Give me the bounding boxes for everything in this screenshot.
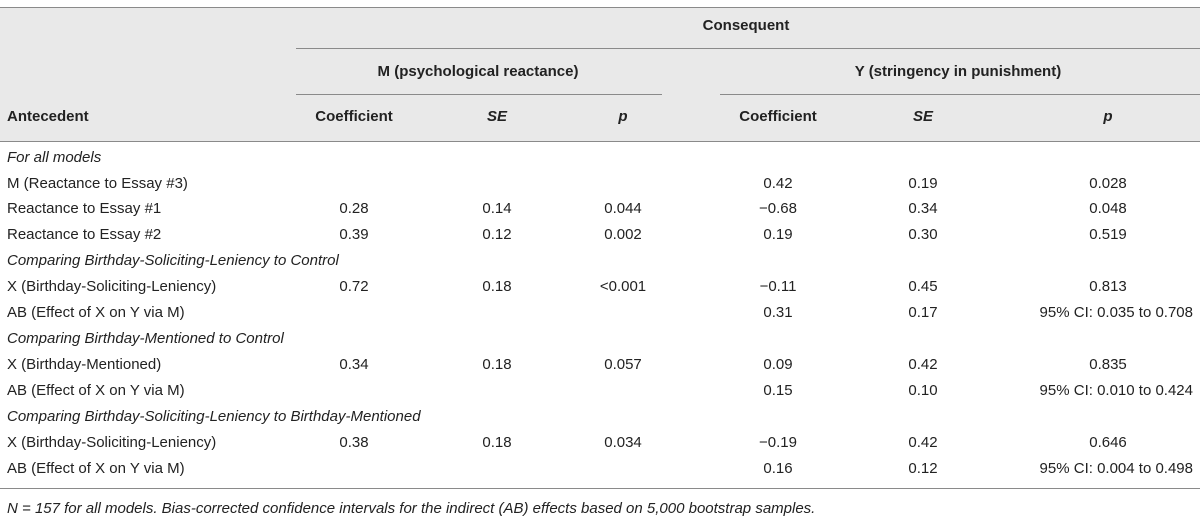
cell-y-coef: 0.09: [763, 356, 793, 373]
section-title: For all models: [7, 149, 102, 166]
row-antecedent: M (Reactance to Essay #3): [7, 175, 188, 192]
cell-m-p: 0.044: [604, 200, 642, 217]
cell-y-se: 0.19: [908, 175, 938, 192]
cell-m-coef: 0.38: [339, 434, 369, 451]
header-y-p: p: [1103, 108, 1113, 125]
header-y-se: SE: [912, 108, 934, 125]
cell-m-se: 0.18: [482, 356, 512, 373]
cell-y-p: 0.813: [1089, 278, 1127, 295]
row-antecedent: Reactance to Essay #2: [7, 226, 162, 243]
section-title: Comparing Birthday-Mentioned to Control: [7, 330, 284, 347]
group-y-rule: [720, 94, 1200, 95]
header-background: [0, 7, 1200, 141]
row-antecedent: X (Birthday-Soliciting-Leniency): [7, 434, 217, 451]
cell-y-p: 0.646: [1089, 434, 1127, 451]
header-group-y: Y (stringency in punishment): [854, 63, 1062, 80]
cell-y-coef: −0.19: [759, 434, 797, 451]
cell-m-p: 0.057: [604, 356, 642, 373]
cell-y-se: 0.34: [908, 200, 938, 217]
cell-m-coef: 0.72: [339, 278, 369, 295]
row-antecedent: X (Birthday-Mentioned): [7, 356, 162, 373]
cell-m-p: 0.034: [604, 434, 642, 451]
cell-y-coef: 0.15: [763, 382, 793, 399]
cell-m-se: 0.18: [482, 278, 512, 295]
cell-y-coef: 0.42: [763, 175, 793, 192]
cell-y-p: 95% CI: 0.035 to 0.708: [1039, 304, 1193, 321]
cell-y-se: 0.42: [908, 434, 938, 451]
cell-y-coef: 0.31: [763, 304, 793, 321]
row-antecedent: Reactance to Essay #1: [7, 200, 162, 217]
cell-y-se: 0.45: [908, 278, 938, 295]
cell-y-p: 95% CI: 0.004 to 0.498: [1039, 460, 1193, 477]
table-footnote: N = 157 for all models. Bias-corrected c…: [7, 500, 815, 518]
row-antecedent: AB (Effect of X on Y via M): [7, 304, 185, 321]
cell-m-se: 0.14: [482, 200, 512, 217]
cell-m-coef: 0.39: [339, 226, 369, 243]
header-m-coefficient: Coefficient: [315, 108, 393, 125]
group-m-rule: [296, 94, 662, 95]
cell-y-coef: −0.68: [759, 200, 797, 217]
row-antecedent: AB (Effect of X on Y via M): [7, 382, 185, 399]
cell-m-se: 0.12: [482, 226, 512, 243]
row-antecedent: X (Birthday-Soliciting-Leniency): [7, 278, 217, 295]
header-group-m: M (psychological reactance): [377, 63, 579, 80]
cell-y-se: 0.12: [908, 460, 938, 477]
header-consequent: Consequent: [702, 17, 790, 34]
cell-y-se: 0.17: [908, 304, 938, 321]
header-antecedent: Antecedent: [7, 108, 89, 125]
cell-m-p: <0.001: [599, 278, 647, 295]
cell-y-p: 0.048: [1089, 200, 1127, 217]
top-rule: [0, 7, 1200, 8]
row-antecedent: AB (Effect of X on Y via M): [7, 460, 185, 477]
cell-y-coef: 0.19: [763, 226, 793, 243]
bottom-rule: [0, 488, 1200, 489]
cell-y-p: 0.028: [1089, 175, 1127, 192]
cell-y-p: 0.835: [1089, 356, 1127, 373]
footnote-n: N: [7, 500, 18, 517]
section-title: Comparing Birthday-Soliciting-Leniency t…: [7, 252, 339, 269]
header-m-p: p: [618, 108, 628, 125]
header-m-se: SE: [486, 108, 508, 125]
cell-y-p: 95% CI: 0.010 to 0.424: [1039, 382, 1193, 399]
cell-m-se: 0.18: [482, 434, 512, 451]
cell-m-coef: 0.34: [339, 356, 369, 373]
section-title: Comparing Birthday-Soliciting-Leniency t…: [7, 408, 421, 425]
cell-y-coef: −0.11: [759, 278, 797, 295]
header-bottom-rule: [0, 141, 1200, 142]
cell-y-se: 0.42: [908, 356, 938, 373]
cell-y-coef: 0.16: [763, 460, 793, 477]
cell-m-p: 0.002: [604, 226, 642, 243]
header-y-coefficient: Coefficient: [739, 108, 817, 125]
consequent-rule: [296, 48, 1200, 49]
footnote-text: = 157 for all models. Bias-corrected con…: [17, 500, 816, 517]
cell-y-se: 0.10: [908, 382, 938, 399]
cell-m-coef: 0.28: [339, 200, 369, 217]
cell-y-se: 0.30: [908, 226, 938, 243]
cell-y-p: 0.519: [1089, 226, 1127, 243]
